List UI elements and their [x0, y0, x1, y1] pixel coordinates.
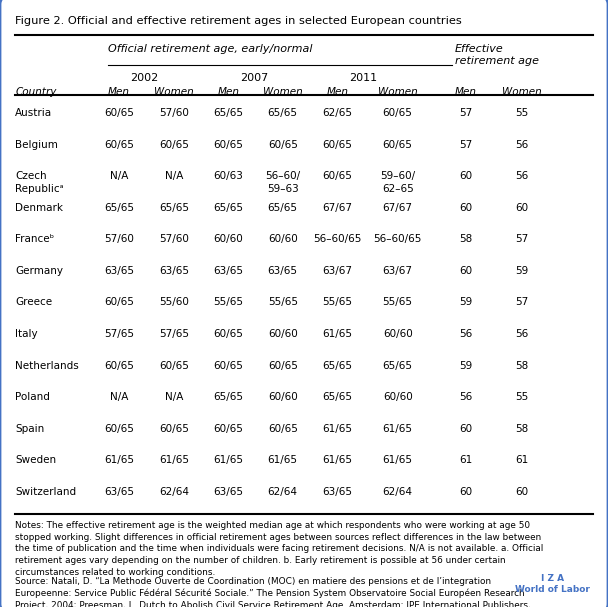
Text: 61/65: 61/65 — [213, 455, 244, 465]
Text: Official retirement age, early/normal: Official retirement age, early/normal — [108, 44, 313, 53]
Text: 58: 58 — [515, 424, 528, 433]
Text: 60/65: 60/65 — [104, 297, 134, 307]
Text: 55/65: 55/65 — [213, 297, 244, 307]
Text: 56: 56 — [515, 329, 528, 339]
Text: 63/65: 63/65 — [104, 487, 134, 497]
Text: 65/65: 65/65 — [104, 203, 134, 212]
Text: 2011: 2011 — [349, 73, 378, 83]
Text: Men: Men — [326, 87, 348, 97]
Text: 56–60/65: 56–60/65 — [373, 234, 422, 244]
Text: 55/65: 55/65 — [268, 297, 298, 307]
Text: 60/60: 60/60 — [268, 234, 297, 244]
Text: 60: 60 — [459, 171, 472, 181]
Text: Greece: Greece — [15, 297, 52, 307]
Text: 57/60: 57/60 — [104, 234, 134, 244]
Text: 60: 60 — [459, 266, 472, 276]
Text: 60/60: 60/60 — [268, 392, 297, 402]
Text: 61/65: 61/65 — [268, 455, 298, 465]
Text: 59: 59 — [459, 297, 472, 307]
Text: 60/65: 60/65 — [104, 108, 134, 118]
Text: 62/64: 62/64 — [159, 487, 189, 497]
Text: 60: 60 — [459, 424, 472, 433]
Text: 60/65: 60/65 — [213, 361, 244, 370]
Text: 60/65: 60/65 — [268, 140, 298, 149]
Text: 60/65: 60/65 — [268, 361, 298, 370]
Text: 65/65: 65/65 — [382, 361, 413, 370]
Text: 62/64: 62/64 — [382, 487, 413, 497]
Text: 2007: 2007 — [240, 73, 268, 83]
Text: Austria: Austria — [15, 108, 52, 118]
Text: 63/65: 63/65 — [268, 266, 298, 276]
Text: 65/65: 65/65 — [213, 392, 244, 402]
Text: 60/65: 60/65 — [322, 140, 353, 149]
Text: 67/67: 67/67 — [382, 203, 413, 212]
Text: 57: 57 — [459, 140, 472, 149]
Text: 60: 60 — [515, 487, 528, 497]
Text: 61/65: 61/65 — [104, 455, 134, 465]
Text: 57: 57 — [459, 108, 472, 118]
Text: Czech
Republicᵃ: Czech Republicᵃ — [15, 171, 64, 194]
Text: 60/65: 60/65 — [104, 140, 134, 149]
Text: 55: 55 — [515, 392, 528, 402]
Text: 60/65: 60/65 — [213, 329, 244, 339]
Text: 65/65: 65/65 — [159, 203, 189, 212]
Text: 60/65: 60/65 — [322, 171, 353, 181]
Text: 57/65: 57/65 — [104, 329, 134, 339]
Text: 59: 59 — [515, 266, 528, 276]
Text: 63/65: 63/65 — [159, 266, 189, 276]
Text: 55/65: 55/65 — [382, 297, 413, 307]
Text: 65/65: 65/65 — [322, 361, 353, 370]
Text: 63/65: 63/65 — [213, 487, 244, 497]
Text: Sweden: Sweden — [15, 455, 57, 465]
Text: 62/65: 62/65 — [322, 108, 353, 118]
Text: 58: 58 — [515, 361, 528, 370]
Text: Franceᵇ: Franceᵇ — [15, 234, 54, 244]
Text: 57: 57 — [515, 234, 528, 244]
Text: 60/63: 60/63 — [213, 171, 244, 181]
Text: N/A: N/A — [165, 171, 183, 181]
Text: 55/60: 55/60 — [159, 297, 189, 307]
Text: 58: 58 — [459, 234, 472, 244]
Text: Denmark: Denmark — [15, 203, 63, 212]
Text: 56: 56 — [459, 392, 472, 402]
Text: 56: 56 — [515, 140, 528, 149]
Text: Spain: Spain — [15, 424, 44, 433]
Text: Women: Women — [378, 87, 418, 97]
Text: 61/65: 61/65 — [322, 455, 353, 465]
Text: Country: Country — [15, 87, 57, 97]
Text: 57/60: 57/60 — [159, 108, 189, 118]
Text: retirement age: retirement age — [455, 56, 539, 66]
Text: 63/65: 63/65 — [322, 487, 353, 497]
Text: 60/60: 60/60 — [214, 234, 243, 244]
Text: N/A: N/A — [110, 392, 128, 402]
Text: 60/65: 60/65 — [104, 424, 134, 433]
Text: 65/65: 65/65 — [268, 203, 298, 212]
Text: Netherlands: Netherlands — [15, 361, 79, 370]
Text: 61/65: 61/65 — [382, 455, 413, 465]
Text: Source: Natali, D. “La Methode Ouverte de Coordination (MOC) en matiere des pens: Source: Natali, D. “La Methode Ouverte d… — [15, 577, 531, 607]
Text: 60/65: 60/65 — [159, 140, 189, 149]
Text: Women: Women — [154, 87, 194, 97]
Text: Women: Women — [502, 87, 542, 97]
Text: 62/64: 62/64 — [268, 487, 298, 497]
Text: Figure 2. Official and effective retirement ages in selected European countries: Figure 2. Official and effective retirem… — [15, 16, 462, 25]
Text: 60/65: 60/65 — [104, 361, 134, 370]
Text: 60/65: 60/65 — [382, 108, 413, 118]
Text: 63/67: 63/67 — [382, 266, 413, 276]
Text: Belgium: Belgium — [15, 140, 58, 149]
Text: Germany: Germany — [15, 266, 63, 276]
Text: 60/60: 60/60 — [383, 392, 412, 402]
Text: 56: 56 — [459, 329, 472, 339]
Text: 56–60/
59–63: 56–60/ 59–63 — [265, 171, 300, 194]
Text: 61/65: 61/65 — [382, 424, 413, 433]
Text: 60: 60 — [515, 203, 528, 212]
Text: 59: 59 — [459, 361, 472, 370]
Text: Poland: Poland — [15, 392, 50, 402]
Text: 57/65: 57/65 — [159, 329, 189, 339]
Text: 2002: 2002 — [131, 73, 159, 83]
Text: Men: Men — [455, 87, 477, 97]
Text: 67/67: 67/67 — [322, 203, 353, 212]
Text: 61/65: 61/65 — [322, 424, 353, 433]
Text: Effective: Effective — [455, 44, 503, 53]
